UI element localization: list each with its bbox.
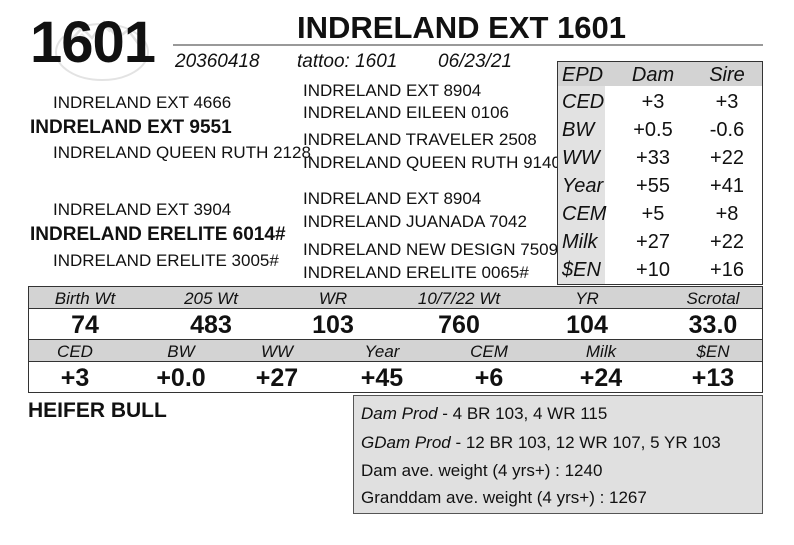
performance-value: 760 [438, 311, 480, 339]
epd-header: CED BW WW Year CEM Milk $EN [28, 339, 763, 362]
epd-value: +0.0 [156, 364, 206, 392]
table-row: CEM +5 +8 [558, 199, 762, 227]
performance-header-cell: Scrotal [686, 289, 740, 308]
epd-row-label: Milk [562, 231, 598, 253]
epd-header-dam: Dam [631, 64, 675, 86]
production-box: Dam Prod - 4 BR 103, 4 WR 115 GDam Prod … [353, 395, 763, 514]
epd-row-label: WW [562, 147, 600, 169]
granddam-weight-line: Granddam ave. weight (4 yrs+) : 1267 [361, 488, 647, 507]
epd-header-cell: Milk [585, 342, 617, 361]
sire-sire-sire: INDRELAND EXT 8904 [303, 81, 482, 100]
category-label: HEIFER BULL [28, 399, 167, 422]
performance-header: Birth Wt 205 Wt WR 10/7/22 Wt YR Scrotal [28, 286, 763, 309]
performance-value: 103 [312, 311, 354, 339]
epd-dam-value: +5 [641, 203, 665, 225]
epd-dam-value: +33 [636, 147, 670, 169]
epd-header-cell: CEM [470, 342, 508, 361]
table-row: Milk +27 +22 [558, 227, 762, 255]
sire-dam: INDRELAND QUEEN RUTH 2128 [53, 143, 311, 162]
epd-header-cell: BW [167, 342, 195, 361]
dam-sire-sire: INDRELAND EXT 8904 [303, 189, 482, 208]
birth-date: 06/23/21 [438, 51, 512, 72]
dam-prod-value: - 4 BR 103, 4 WR 115 [437, 404, 608, 423]
epd-header-sire: Sire [709, 64, 745, 86]
sire-sire: INDRELAND EXT 4666 [53, 93, 232, 112]
gdam-prod-value: - 12 BR 103, 12 WR 107, 5 YR 103 [450, 433, 721, 452]
epd-value: +24 [579, 364, 623, 392]
table-row: BW +0.5 -0.6 [558, 115, 762, 143]
performance-header-cell: Birth Wt [54, 289, 116, 308]
epd-sire-value: +22 [710, 147, 744, 169]
epd-dam-value: +27 [636, 231, 670, 253]
table-row: $EN +10 +16 [558, 255, 762, 283]
sire: INDRELAND EXT 9551 [30, 117, 232, 138]
performance-value: 74 [71, 311, 99, 339]
epd-header-cell: CED [57, 342, 93, 361]
performance-values: 74 483 103 760 104 33.0 [28, 308, 763, 340]
dam-dam: INDRELAND ERELITE 3005# [53, 251, 279, 270]
epd-values: +3 +0.0 +27 +45 +6 +24 +13 [28, 361, 763, 393]
epd-header-cell: WW [260, 342, 294, 361]
dam-weight-line: Dam ave. weight (4 yrs+) : 1240 [361, 461, 603, 480]
dam-prod-label: Dam Prod [361, 404, 438, 423]
performance-value: 483 [190, 311, 232, 339]
performance-header-cell: 205 Wt [184, 289, 238, 308]
epd-value: +27 [255, 364, 299, 392]
performance-header-cell: WR [318, 289, 348, 308]
epd-row-label: Year [562, 175, 604, 197]
epd-dam-value: +0.5 [633, 119, 673, 141]
epd-dam-value: +3 [641, 91, 665, 113]
epd-row-label: BW [562, 119, 595, 141]
performance-header-cell: 10/7/22 Wt [417, 289, 501, 308]
registration-number: 20360418 [175, 51, 260, 72]
dam: INDRELAND ERELITE 6014# [30, 224, 286, 245]
epd-value: +6 [474, 364, 504, 392]
epd-header-cell: $EN [696, 342, 730, 361]
epd-sire-value: +3 [715, 91, 739, 113]
animal-title: INDRELAND EXT 1601 [297, 10, 627, 45]
epd-sire-value: -0.6 [709, 119, 745, 141]
performance-value: 33.0 [688, 311, 738, 339]
epd-row-label: $EN [562, 259, 601, 281]
sire-dam-sire: INDRELAND TRAVELER 2508 [303, 130, 537, 149]
table-row: CED +3 +3 [558, 87, 762, 115]
lot-number: 1601 [30, 10, 156, 75]
title-divider [173, 44, 763, 46]
gdam-prod-line: GDam Prod - 12 BR 103, 12 WR 107, 5 YR 1… [361, 434, 721, 451]
dam-dam-dam: INDRELAND ERELITE 0065# [303, 263, 529, 282]
epd-dam-value: +55 [636, 175, 670, 197]
epd-sire-value: +8 [715, 203, 739, 225]
epd-value: +3 [60, 364, 90, 392]
performance-value: 104 [566, 311, 608, 339]
epd-header-cell: Year [364, 342, 400, 361]
dam-sire-dam: INDRELAND JUANADA 7042 [303, 212, 527, 231]
dam-dam-sire: INDRELAND NEW DESIGN 7509 [303, 240, 559, 259]
gdam-prod-label: GDam Prod [361, 433, 451, 452]
sire-dam-dam: INDRELAND QUEEN RUTH 9140 [303, 153, 561, 172]
dam-prod-line: Dam Prod - 4 BR 103, 4 WR 115 [361, 405, 607, 422]
epd-sire-value: +16 [710, 259, 744, 281]
table-row: WW +33 +22 [558, 143, 762, 171]
epd-row-label: CED [562, 91, 605, 113]
epd-sire-value: +41 [710, 175, 744, 197]
epd-row-label: CEM [562, 203, 607, 225]
epd-table: EPD Dam Sire CED +3 +3 BW +0.5 -0.6 WW +… [557, 61, 763, 285]
dam-sire: INDRELAND EXT 3904 [53, 200, 232, 219]
ranch-logo-watermark-icon [55, 20, 149, 81]
performance-header-cell: YR [575, 289, 599, 308]
epd-value: +13 [691, 364, 735, 392]
epd-table-header: EPD Dam Sire [558, 62, 762, 90]
epd-dam-value: +10 [636, 259, 670, 281]
epd-value: +45 [360, 364, 404, 392]
epd-sire-value: +22 [710, 231, 744, 253]
tattoo: tattoo: 1601 [297, 51, 398, 72]
epd-header-label: EPD [562, 64, 604, 86]
table-row: Year +55 +41 [558, 171, 762, 199]
sire-sire-dam: INDRELAND EILEEN 0106 [303, 103, 509, 122]
